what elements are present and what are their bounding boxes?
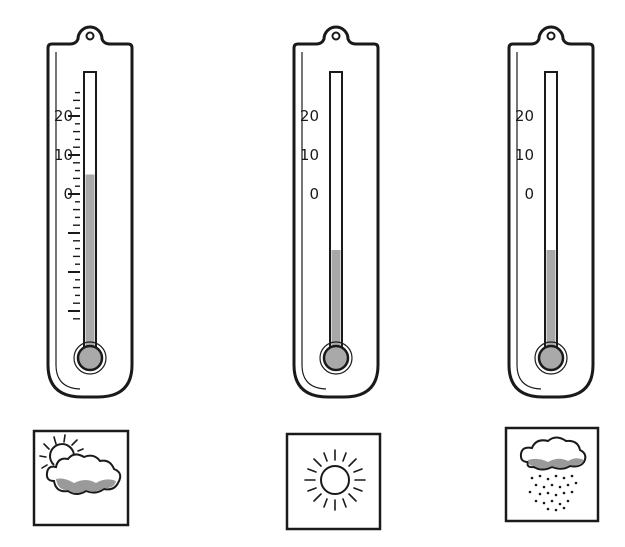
scale-label-20: 20 [300,107,319,125]
body-shading [301,52,327,390]
snowflakes [528,474,578,512]
sun-icon [304,449,366,511]
sun-partial [49,443,76,466]
bulb [76,344,104,372]
bulb-ring [319,341,353,375]
cloud-shadow [56,478,116,493]
bulb [537,344,565,372]
thermometer-2: 20 10 0 [292,25,380,399]
bulb-ring [534,341,568,375]
liquid-column [85,174,95,350]
liquid-column [331,250,341,350]
scale-label-0: 0 [309,185,319,203]
weather-card-2 [285,432,382,531]
snow-cloud-icon [519,436,587,512]
hanging-hole [331,31,341,41]
liquid-column [546,250,556,350]
weather-card-1 [32,429,130,527]
body-shading [516,52,542,390]
bulb [322,344,350,372]
thermometer-3: 20 10 0 [507,25,595,399]
scale-label-10: 10 [300,146,319,164]
sun-rays [39,434,84,469]
scale-label-10: 10 [515,146,534,164]
scale-label-20: 20 [515,107,534,125]
scale-label-20: 20 [54,107,73,125]
hanging-hole [546,31,556,41]
tick-scale [68,91,80,320]
hanging-hole [85,31,95,41]
body-shading [55,52,81,390]
partly-cloudy-icon [39,434,122,495]
thermometer-1: 20 10 0 [46,25,134,399]
bulb-ring [73,341,107,375]
weather-card-3 [504,426,600,523]
scale-label-0: 0 [63,185,73,203]
sun-rays [304,449,366,511]
sun-disc [320,465,350,495]
scale-label-0: 0 [524,185,534,203]
cloud-shadow [528,458,584,469]
scale-label-10: 10 [54,146,73,164]
